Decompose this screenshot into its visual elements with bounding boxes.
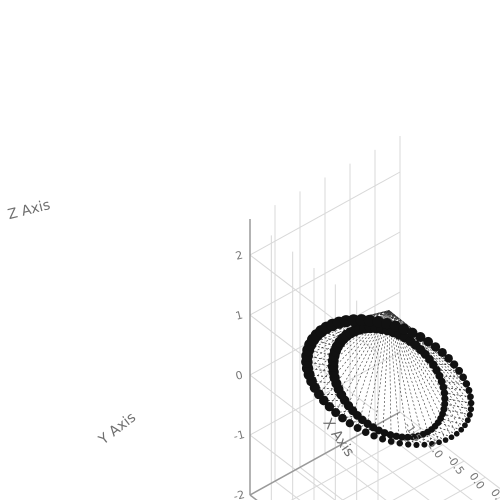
floor-grid-x [335,477,485,500]
outer-ring-point [465,417,471,423]
outer-ring-point [370,432,377,439]
floor-grid-y [325,454,453,501]
outer-ring-point [465,387,472,394]
x-tick-label: 0.5 [488,486,500,500]
outer-ring-point [468,406,474,412]
z-axis-title: Z Axis [6,197,52,223]
outer-ring-point [354,424,362,432]
outer-ring-point [468,400,475,407]
outer-ring-point [379,435,386,442]
x-tick-label: 0.0 [467,470,488,492]
z-tick-label: -2 [232,488,246,500]
x-tick-label: -1.0 [423,436,446,461]
outer-ring-point [459,374,467,382]
z-tick-label: 0 [234,368,244,382]
outer-ring-point [388,438,395,445]
hub-line [389,311,469,391]
outer-ring-point [449,434,455,440]
outer-ring-point [467,393,474,400]
y-axis-title: Y Axis [95,410,139,449]
outer-ring-point [405,441,411,447]
connector-line [444,409,470,415]
outer-ring-point [396,440,403,447]
z-tick-label: 2 [234,248,244,262]
outer-ring-point [462,422,468,428]
outer-ring-point [467,412,473,418]
outer-ring-point [443,437,449,443]
z-tick-label: 1 [234,308,244,322]
inner-ring-point [416,345,425,354]
floor-grid-x [314,461,464,500]
outer-ring-point [463,380,470,387]
outer-ring-point [431,342,440,351]
connector-line [438,423,461,430]
outer-ring-point [454,431,460,437]
outer-ring-point [455,367,463,375]
connector-line [443,387,469,390]
outer-ring-point [346,419,354,427]
outer-ring-point [458,427,464,433]
outer-ring-point [362,428,370,436]
outer-ring-point [338,414,347,423]
x-tick-label: -0.5 [444,452,467,477]
z-tick-label: -1 [232,428,246,443]
